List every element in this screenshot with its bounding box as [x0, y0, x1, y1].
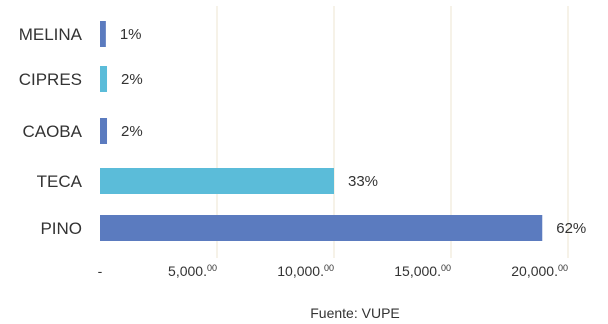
data-label-caoba: 2% [121, 123, 143, 140]
bar-cipres [100, 66, 108, 92]
source-note: Fuente: VUPE [310, 305, 400, 321]
category-label-pino: PINO [40, 219, 82, 238]
bars [100, 21, 543, 241]
bar-melina [100, 21, 106, 47]
bar-pino [100, 215, 543, 241]
category-label-caoba: CAOBA [22, 122, 82, 141]
category-labels: MELINA CIPRES CAOBA TECA PINO [19, 25, 83, 238]
data-labels: 1% 2% 2% 33% 62% [120, 26, 586, 237]
category-label-cipres: CIPRES [19, 70, 82, 89]
bar-caoba [100, 118, 108, 144]
x-tick-label-1: 5,000.00 [168, 263, 217, 279]
category-label-teca: TECA [37, 172, 83, 191]
x-tick-label-0: - [98, 263, 103, 279]
bar-teca [100, 168, 334, 194]
x-tick-label-4: 20,000.00 [511, 263, 568, 279]
data-label-pino: 62% [556, 220, 586, 237]
data-label-cipres: 2% [121, 71, 143, 88]
data-label-teca: 33% [348, 173, 378, 190]
data-label-melina: 1% [120, 26, 142, 43]
category-label-melina: MELINA [19, 25, 83, 44]
x-tick-label-3: 15,000.00 [394, 263, 451, 279]
x-axis-ticks: - 5,000.00 10,000.00 15,000.00 20,000.00 [98, 263, 568, 279]
x-tick-label-2: 10,000.00 [277, 263, 334, 279]
